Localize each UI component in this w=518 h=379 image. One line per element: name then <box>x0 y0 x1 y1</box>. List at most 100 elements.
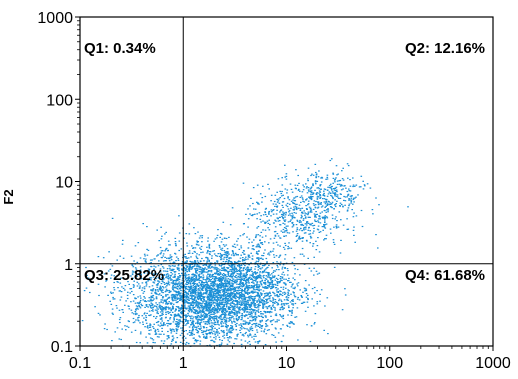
scatter-point <box>268 329 270 331</box>
scatter-point <box>215 300 217 302</box>
scatter-point <box>153 282 156 284</box>
scatter-point <box>319 197 321 199</box>
scatter-point <box>286 324 288 326</box>
scatter-point <box>317 201 320 203</box>
scatter-point <box>212 286 214 288</box>
scatter-point <box>304 226 307 228</box>
scatter-point <box>216 261 219 263</box>
scatter-point <box>329 203 332 205</box>
scatter-point <box>178 273 180 275</box>
scatter-point <box>307 229 310 231</box>
scatter-point <box>323 224 325 226</box>
scatter-point <box>209 315 212 318</box>
scatter-point <box>259 239 261 242</box>
scatter-point <box>287 208 290 210</box>
scatter-point <box>256 276 258 278</box>
scatter-point <box>209 286 211 288</box>
scatter-point <box>205 284 207 286</box>
scatter-point <box>104 286 106 288</box>
scatter-point <box>219 291 221 293</box>
scatter-point <box>285 287 287 289</box>
scatter-point <box>285 227 287 229</box>
scatter-point <box>267 282 269 284</box>
scatter-point <box>166 290 168 292</box>
scatter-point <box>212 307 214 309</box>
scatter-point <box>202 307 204 309</box>
scatter-point <box>168 277 170 279</box>
scatter-point <box>154 289 157 291</box>
scatter-point <box>216 312 218 314</box>
scatter-point <box>225 257 228 259</box>
scatter-point <box>319 293 321 295</box>
scatter-point <box>194 340 196 342</box>
scatter-point <box>239 257 242 259</box>
scatter-point <box>303 232 306 234</box>
scatter-point <box>218 344 221 346</box>
scatter-point <box>324 227 327 229</box>
scatter-point <box>325 216 328 218</box>
scatter-point <box>246 292 248 294</box>
scatter-point <box>257 258 260 260</box>
scatter-point <box>178 268 180 270</box>
scatter-point <box>372 213 374 215</box>
scatter-point <box>207 320 210 322</box>
scatter-point <box>313 256 315 258</box>
scatter-point <box>251 320 253 322</box>
scatter-point <box>208 302 211 304</box>
scatter-point <box>254 326 257 328</box>
scatter-point <box>303 301 306 303</box>
scatter-point <box>127 326 130 328</box>
scatter-point <box>210 301 213 304</box>
scatter-point <box>253 305 255 307</box>
scatter-point <box>211 331 213 333</box>
scatter-point <box>260 277 263 279</box>
scatter-point <box>246 266 249 268</box>
scatter-point <box>256 329 258 331</box>
scatter-point <box>236 270 238 272</box>
scatter-point <box>153 268 155 270</box>
scatter-point <box>238 283 240 285</box>
scatter-point <box>247 323 250 325</box>
scatter-point <box>288 277 290 279</box>
scatter-point <box>241 299 243 301</box>
scatter-point <box>310 191 313 194</box>
scatter-point <box>296 227 299 229</box>
scatter-point <box>165 300 167 302</box>
scatter-point <box>283 274 286 276</box>
scatter-point <box>378 204 380 206</box>
scatter-point <box>105 279 108 281</box>
scatter-point <box>170 271 172 274</box>
scatter-point <box>305 199 307 201</box>
scatter-point <box>181 297 184 299</box>
scatter-point <box>278 216 281 218</box>
scatter-point <box>326 189 329 191</box>
scatter-point <box>167 312 170 315</box>
scatter-point <box>205 300 208 302</box>
scatter-point <box>276 304 279 306</box>
scatter-point <box>180 286 183 288</box>
scatter-point <box>179 288 182 290</box>
scatter-point <box>306 324 308 326</box>
scatter-point <box>226 256 229 258</box>
scatter-point <box>274 234 277 236</box>
scatter-point <box>162 289 164 291</box>
scatter-point <box>242 182 245 184</box>
scatter-point <box>195 272 197 274</box>
scatter-point <box>251 281 253 283</box>
scatter-point <box>224 325 227 328</box>
scatter-point <box>250 267 253 269</box>
scatter-point <box>256 300 259 302</box>
scatter-point <box>254 271 256 273</box>
scatter-point <box>155 317 157 319</box>
scatter-point <box>173 315 176 317</box>
scatter-point <box>230 254 233 256</box>
scatter-point <box>204 323 207 325</box>
scatter-point <box>305 213 308 215</box>
scatter-point <box>176 283 178 285</box>
scatter-point <box>220 281 223 283</box>
scatter-point <box>219 299 222 301</box>
scatter-point <box>257 292 260 294</box>
scatter-point <box>269 310 272 313</box>
scatter-point <box>196 279 198 281</box>
scatter-point <box>271 320 273 322</box>
